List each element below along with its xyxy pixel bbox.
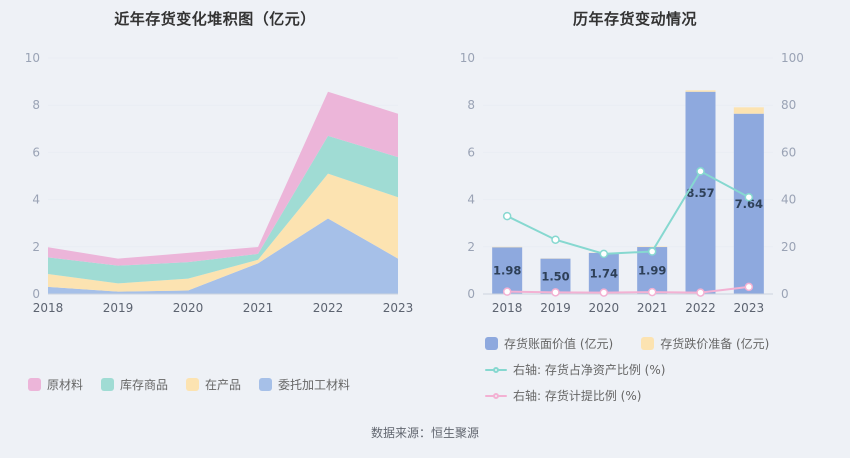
line-series xyxy=(507,285,749,294)
x-axis-label: 2021 xyxy=(243,301,274,315)
right-y-axis-label: 80 xyxy=(781,98,796,112)
bar-value-label: 1.74 xyxy=(590,266,618,280)
bar-value-label: 7.64 xyxy=(735,197,763,211)
inventory-provision-bar xyxy=(685,90,716,92)
legend-item-label: 原材料 xyxy=(47,378,84,392)
x-axis-label: 2018 xyxy=(492,301,523,315)
area-series xyxy=(48,218,398,294)
bar-value-label: 8.57 xyxy=(686,186,714,200)
y-axis-label: 10 xyxy=(25,51,40,65)
left-y-axis-label: 2 xyxy=(467,240,475,254)
legend-item[interactable]: 库存商品 xyxy=(101,376,168,393)
left-chart-title: 近年存货变化堆积图（亿元） xyxy=(114,10,316,28)
data-source-caption: 数据来源：恒生聚源 xyxy=(370,426,479,440)
line-marker xyxy=(502,287,512,296)
legend-item-label: 存货账面价值 (亿元) xyxy=(504,337,614,351)
right-chart-legend: 存货账面价值 (亿元) 存货跌价准备 (亿元) 右轴: 存货占净资产比例 (%) 右轴… xyxy=(485,335,769,404)
legend-item[interactable]: 原材料 xyxy=(28,376,83,393)
legend-item[interactable]: 右轴: 存货占净资产比例 (%) xyxy=(485,361,665,378)
legend-square-swatch-icon xyxy=(101,378,115,391)
inventory-value-bar xyxy=(685,91,716,294)
line-series xyxy=(506,169,750,255)
line-marker xyxy=(502,211,512,221)
area-series xyxy=(48,91,398,266)
legend-square-swatch-icon xyxy=(641,337,655,350)
line-marker xyxy=(551,288,560,297)
legend-row: 存货账面价值 (亿元) 存货跌价准备 (亿元) xyxy=(485,335,769,352)
bar-value-label: 1.99 xyxy=(638,264,666,278)
inventory-provision-bar xyxy=(733,107,764,114)
right-y-axis-label: 20 xyxy=(781,240,796,254)
x-axis-label: 2020 xyxy=(173,301,204,315)
x-axis-label: 2021 xyxy=(637,301,668,315)
legend-item[interactable]: 存货跌价准备 (亿元) xyxy=(641,335,769,352)
legend-row: 右轴: 存货计提比例 (%) xyxy=(485,387,769,404)
y-axis-label: 6 xyxy=(32,145,40,159)
legend-line-marker-icon xyxy=(485,392,507,399)
legend-item-label: 库存商品 xyxy=(120,378,169,392)
legend-line-dot-icon xyxy=(493,366,499,373)
stacked-area-chart: 0 2 4 6 8 10 2018 2019 2020 2021 2022 2023 xyxy=(25,51,414,315)
x-axis-label: 2019 xyxy=(540,301,571,315)
combo-chart-panel: 历年存货变动情况 0 2 4 6 8 10 0 20 40 60 80 100 1.98 1.50 1.74… xyxy=(435,0,835,458)
area-series xyxy=(48,173,398,292)
stacked-area-chart-panel: 近年存货变化堆积图（亿元） 0 2 4 6 8 10 2018 2019 2020 2021 202… xyxy=(10,0,420,458)
bar-value-label: 1.98 xyxy=(493,264,521,278)
legend-line-dot-icon xyxy=(493,392,499,399)
x-axis-label: 2020 xyxy=(589,301,620,315)
bar-value-label: 1.50 xyxy=(541,269,569,283)
line-marker xyxy=(744,192,754,202)
right-y-axis-label: 60 xyxy=(781,145,796,159)
line-marker xyxy=(696,288,705,297)
x-axis-label: 2022 xyxy=(685,301,716,315)
x-axis-label: 2019 xyxy=(103,301,134,315)
y-axis-label: 2 xyxy=(32,240,40,254)
line-marker xyxy=(599,288,609,297)
legend-item-label: 右轴: 存货计提比例 (%) xyxy=(513,389,642,403)
y-axis-label: 8 xyxy=(32,98,40,112)
legend-row: 右轴: 存货占净资产比例 (%) xyxy=(485,361,769,378)
line-marker xyxy=(647,247,657,256)
inventory-value-bar xyxy=(492,247,523,294)
right-y-axis-label: 0 xyxy=(781,287,789,301)
line-marker xyxy=(551,235,560,244)
line-marker xyxy=(647,287,657,297)
area-series xyxy=(48,135,398,284)
legend-square-swatch-icon xyxy=(485,337,498,350)
legend-item[interactable]: 存货账面价值 (亿元) xyxy=(485,335,613,352)
legend-item-label: 右轴: 存货占净资产比例 (%) xyxy=(513,363,666,377)
inventory-value-bar xyxy=(733,113,764,294)
legend-square-swatch-icon xyxy=(186,378,200,391)
legend-item[interactable]: 委托加工材料 xyxy=(259,376,350,393)
left-y-axis-label: 0 xyxy=(467,287,475,301)
legend-square-swatch-icon xyxy=(28,378,41,391)
y-axis-label: 0 xyxy=(32,287,40,301)
left-y-axis-label: 6 xyxy=(467,145,475,159)
line-marker xyxy=(696,167,705,176)
left-y-axis-label: 8 xyxy=(467,98,475,112)
line-marker xyxy=(744,282,754,292)
x-axis-label: 2023 xyxy=(383,301,414,315)
legend-item[interactable]: 右轴: 存货计提比例 (%) xyxy=(485,387,641,404)
right-chart-title: 历年存货变动情况 xyxy=(572,10,697,28)
legend-item-label: 存货跌价准备 (亿元) xyxy=(660,337,770,351)
x-axis-label: 2018 xyxy=(33,301,64,315)
line-marker xyxy=(599,249,609,259)
x-axis-label: 2022 xyxy=(313,301,344,315)
legend-square-swatch-icon xyxy=(259,378,273,391)
legend-item[interactable]: 在产品 xyxy=(186,376,241,393)
inventory-value-bar xyxy=(588,252,619,294)
legend-line-marker-icon xyxy=(485,366,507,373)
right-y-axis-label: 40 xyxy=(781,193,796,207)
legend-item-label: 在产品 xyxy=(205,378,242,392)
x-axis-label: 2023 xyxy=(734,301,765,315)
legend-item-label: 委托加工材料 xyxy=(278,378,351,392)
left-y-axis-label: 4 xyxy=(467,193,475,207)
right-y-axis-label: 100 xyxy=(781,51,804,65)
left-chart-legend: 原材料 库存商品 在产品 委托加工材料 xyxy=(28,376,350,393)
left-y-axis-label: 10 xyxy=(460,51,475,65)
y-axis-label: 4 xyxy=(32,193,40,207)
